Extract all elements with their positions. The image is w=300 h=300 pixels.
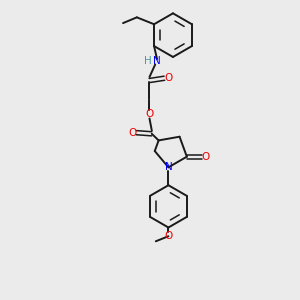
Text: O: O — [128, 128, 136, 138]
Text: O: O — [146, 109, 154, 119]
Text: N: N — [165, 162, 172, 172]
Text: O: O — [164, 231, 172, 241]
Text: O: O — [202, 152, 210, 162]
Text: H: H — [144, 56, 152, 66]
Text: N: N — [153, 56, 161, 66]
Text: O: O — [164, 73, 173, 83]
